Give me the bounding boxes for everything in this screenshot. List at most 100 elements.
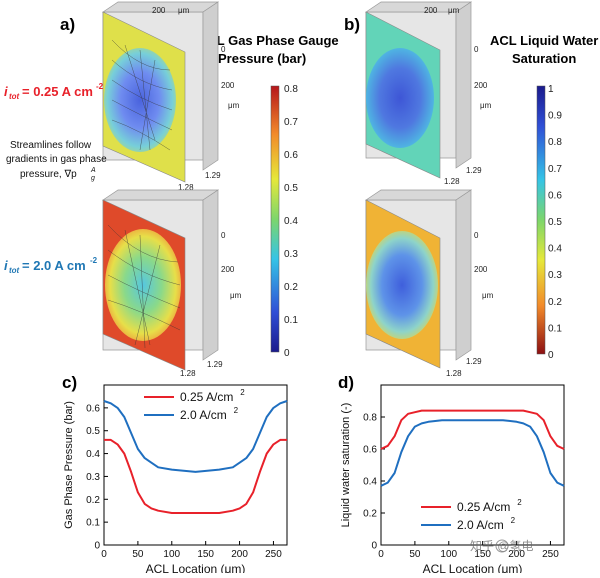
colorbar-pressure-tick-label: 0.8 bbox=[284, 84, 298, 95]
panel-b-label: b) bbox=[344, 15, 360, 34]
note-line3: pressure, ∇p bbox=[20, 169, 77, 180]
b2-side-axis-unit: μm bbox=[482, 291, 494, 300]
b-top-axis-200: 200 bbox=[424, 6, 438, 15]
a2-bottom-axis-2: 1.28 bbox=[180, 369, 196, 378]
series-line-1 bbox=[104, 438, 287, 514]
colorbar-pressure bbox=[270, 85, 280, 353]
colorbar-pressure-tick-label: 0.2 bbox=[284, 282, 298, 293]
colorbar-saturation-tick-label: 1 bbox=[548, 84, 554, 95]
colorbar-pressure-tick-label: 0.4 bbox=[284, 216, 298, 227]
x-tick-label: 200 bbox=[508, 549, 525, 560]
current-low-label: i tot = 0.25 A cm -2 bbox=[4, 82, 104, 101]
low-pressure-region bbox=[104, 48, 176, 152]
x-tick-label: 200 bbox=[231, 549, 248, 560]
y-tick-label: 0.5 bbox=[86, 426, 100, 437]
a2-bottom-axis-1: 1.29 bbox=[207, 360, 223, 369]
y-tick-label: 0.4 bbox=[86, 449, 100, 460]
y-tick-label: 0.4 bbox=[363, 477, 377, 488]
plot-frame bbox=[380, 384, 565, 546]
b-side-axis-200: 200 bbox=[474, 81, 488, 90]
x-axis-label: ACL Location (μm) bbox=[146, 562, 246, 573]
legend-label-1: 0.25 A/cm bbox=[457, 500, 510, 514]
streamlines-high bbox=[107, 224, 181, 349]
current-low-exp: -2 bbox=[96, 82, 104, 91]
saturation-slab-low bbox=[364, 1, 473, 179]
itot-sub-high: tot bbox=[9, 266, 20, 275]
a2-side-axis-unit: μm bbox=[230, 291, 242, 300]
itot-sub-low: tot bbox=[9, 92, 20, 101]
legend-label-1: 0.25 A/cm bbox=[180, 390, 233, 404]
x-tick-label: 50 bbox=[409, 549, 421, 560]
b-top-axis-unit: μm bbox=[448, 6, 460, 15]
b-side-axis-0: 0 bbox=[474, 45, 479, 54]
b2-side-axis-200: 200 bbox=[474, 265, 488, 274]
a-bottom-axis-2: 1.28 bbox=[178, 183, 194, 192]
a-top-axis-200: 200 bbox=[152, 6, 166, 15]
y-tick-label: 0 bbox=[94, 541, 100, 552]
colorbar-pressure-tick-label: 0.7 bbox=[284, 117, 298, 128]
panel-a-title-line1: ACL Gas Phase Gauge bbox=[198, 33, 339, 48]
note-line2: gradients in gas phase bbox=[6, 154, 107, 165]
b2-bottom-axis-2: 1.28 bbox=[446, 369, 462, 378]
y-axis-label: Gas Phase Pressure (bar) bbox=[63, 401, 75, 529]
high-saturation-region bbox=[366, 48, 434, 148]
x-tick-label: 250 bbox=[542, 549, 559, 560]
colorbar-saturation-tick-label: 0.9 bbox=[548, 111, 562, 122]
a2-side-axis-200: 200 bbox=[221, 265, 235, 274]
current-high-label: i tot = 2.0 A cm -2 bbox=[4, 256, 98, 275]
colorbar-saturation-tick-label: 0 bbox=[548, 350, 554, 361]
x-tick-label: 100 bbox=[440, 549, 457, 560]
itot-symbol-high: i bbox=[4, 258, 8, 273]
colorbar-saturation-tick-label: 0.6 bbox=[548, 190, 562, 201]
y-tick-label: 0.3 bbox=[86, 472, 100, 483]
y-tick-label: 0.8 bbox=[363, 413, 377, 424]
y-tick-label: 0 bbox=[371, 541, 377, 552]
y-tick-label: 0.6 bbox=[363, 445, 377, 456]
a-bottom-axis-1: 1.29 bbox=[205, 171, 221, 180]
panel-b-title-line1: ACL Liquid Water bbox=[490, 33, 598, 48]
panel-d-label: d) bbox=[338, 373, 354, 392]
legend-sup-1: 2 bbox=[517, 498, 522, 507]
panel-c-label: c) bbox=[62, 373, 77, 392]
b-bottom-axis-1: 1.29 bbox=[466, 166, 482, 175]
current-high-exp: -2 bbox=[90, 256, 98, 265]
note-sup: A bbox=[90, 167, 96, 174]
a-top-axis-unit: μm bbox=[178, 6, 190, 15]
y-tick-label: 0.1 bbox=[86, 518, 100, 529]
x-tick-label: 150 bbox=[474, 549, 491, 560]
x-tick-label: 150 bbox=[197, 549, 214, 560]
legend-label-2: 2.0 A/cm bbox=[457, 518, 504, 532]
colorbar-saturation-tick-label: 0.1 bbox=[548, 323, 562, 334]
colorbar-saturation-ticks: 0 0.1 0.2 0.3 0.4 0.5 0.6 0.7 0.8 0.9 1 bbox=[548, 84, 562, 361]
colorbar-pressure-ticks: 0 0.1 0.2 0.3 0.4 0.5 0.6 0.7 0.8 bbox=[284, 84, 298, 359]
legend-sup-1: 2 bbox=[240, 388, 245, 397]
panel-b-title-line2: Saturation bbox=[512, 51, 576, 66]
current-high-value: = 2.0 A cm bbox=[22, 258, 86, 273]
watermark-text: 知乎 @氢电 bbox=[470, 538, 534, 553]
colorbar-saturation-tick-label: 0.5 bbox=[548, 217, 562, 228]
colorbar-saturation-tick-label: 0.2 bbox=[548, 297, 562, 308]
watermark: 知乎 @氢电 bbox=[470, 538, 534, 553]
colorbar-pressure-tick-label: 0.1 bbox=[284, 315, 298, 326]
legend-label-2: 2.0 A/cm bbox=[180, 408, 227, 422]
b-side-axis-unit: μm bbox=[480, 101, 492, 110]
watermark-icon bbox=[495, 539, 509, 553]
y-tick-label: 0.6 bbox=[86, 403, 100, 414]
colorbar-pressure-tick-label: 0.3 bbox=[284, 249, 298, 260]
colorbar-saturation bbox=[536, 85, 546, 355]
itot-symbol-low: i bbox=[4, 84, 8, 99]
b2-bottom-axis-1: 1.29 bbox=[466, 357, 482, 366]
saturation-mid-region bbox=[366, 231, 438, 339]
plot-frame bbox=[103, 384, 288, 546]
colorbar-saturation-tick-label: 0.4 bbox=[548, 244, 562, 255]
x-tick-label: 50 bbox=[132, 549, 144, 560]
series-line-2 bbox=[380, 419, 565, 487]
colorbar-pressure-tick-label: 0.5 bbox=[284, 183, 298, 194]
colorbar-saturation-tick-label: 0.3 bbox=[548, 270, 562, 281]
colorbar-saturation-tick-label: 0.7 bbox=[548, 164, 562, 175]
legend-sup-2: 2 bbox=[234, 406, 239, 415]
panel-a-label: a) bbox=[60, 15, 75, 34]
x-tick-label: 100 bbox=[163, 549, 180, 560]
